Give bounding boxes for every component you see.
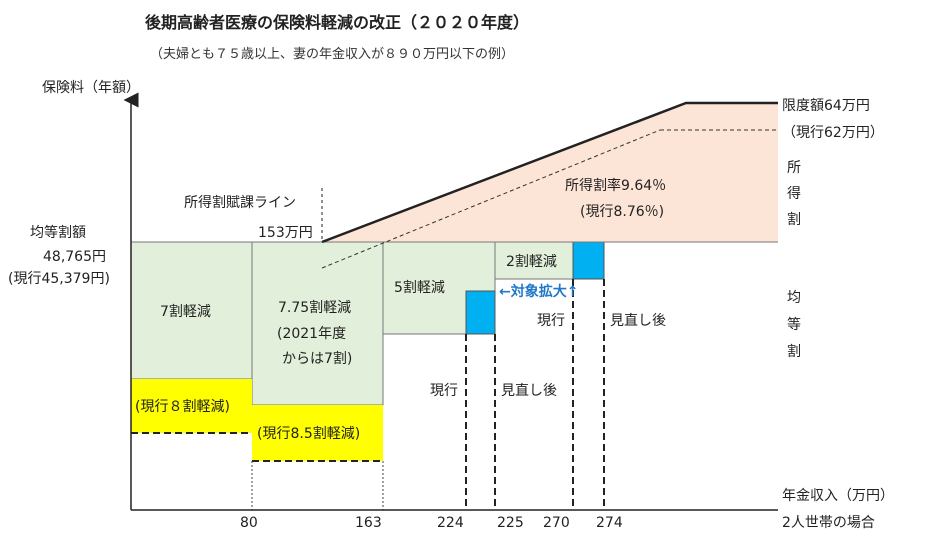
cap-label: 限度額64万円 <box>782 98 870 114</box>
rate-current: (現行8.76％) <box>580 204 664 220</box>
expansion-label: ←対象拡大↑ <box>499 283 578 300</box>
income-share-side-1: 所 <box>787 160 801 176</box>
x-axis-sublabel: 2人世帯の場合 <box>782 515 875 531</box>
band-50-label: 5割軽減 <box>394 279 445 296</box>
x-tick-80: 80 <box>240 515 258 531</box>
marker-current-224: 現行 <box>430 383 458 399</box>
income-share-area <box>322 103 778 242</box>
equal-share-side-2: 等 <box>787 316 801 333</box>
equal-share-side-3: 割 <box>787 343 801 360</box>
band-20-label: 2割軽減 <box>506 253 557 270</box>
expansion-block-20 <box>572 241 605 280</box>
marker-revised-225: 見直し後 <box>501 382 557 399</box>
current-85-block <box>252 405 383 461</box>
equal-share-side-1: 均 <box>787 290 801 306</box>
income-share-side-2: 得 <box>787 185 801 202</box>
revised-premium-line <box>321 101 778 244</box>
x-axis-label: 年金収入（万円） <box>782 488 894 504</box>
current-85-label: (現行8.5割軽減) <box>257 425 360 442</box>
income-share-side-3: 割 <box>787 211 801 228</box>
current-80-block <box>131 379 252 433</box>
x-tick-270: 270 <box>543 515 570 531</box>
band-775-label-3: からは7割) <box>282 350 352 367</box>
band-70-label: 7割軽減 <box>160 303 211 320</box>
cap-current: （現行62万円） <box>782 125 884 141</box>
current-premium-line <box>321 129 661 269</box>
marker-current-270: 現行 <box>537 313 565 329</box>
x-tick-225: 225 <box>497 515 524 531</box>
marker-revised-274: 見直し後 <box>610 312 666 329</box>
band-775-label-2: (2021年度 <box>277 326 346 342</box>
expansion-block-50 <box>465 290 496 335</box>
equal-share-label: 均等割額 <box>30 224 86 241</box>
rate-label: 所得割率9.64％ <box>565 177 666 194</box>
band-775-label-1: 7.75割軽減 <box>278 299 351 316</box>
band-775-block <box>251 241 384 406</box>
x-tick-224: 224 <box>437 515 464 531</box>
x-tick-274: 274 <box>596 515 623 531</box>
income-line-label: 所得割賦課ライン <box>184 194 296 211</box>
y-axis-label: 保険料（年額） <box>42 80 140 96</box>
x-tick-163: 163 <box>355 515 382 531</box>
equal-share-current: (現行45,379円) <box>8 271 110 287</box>
band-70-block <box>130 241 253 380</box>
equal-share-value: 48,765円 <box>43 249 106 265</box>
diagram-title: 後期高齢者医療の保険料軽減の改正（２０２０年度） <box>145 13 529 32</box>
current-80-label: (現行８割軽減) <box>135 398 230 415</box>
income-line-value: 153万円 <box>258 225 313 241</box>
diagram-subtitle: （夫婦とも７５歳以上、妻の年金収入が８９０万円以下の例） <box>150 46 514 62</box>
